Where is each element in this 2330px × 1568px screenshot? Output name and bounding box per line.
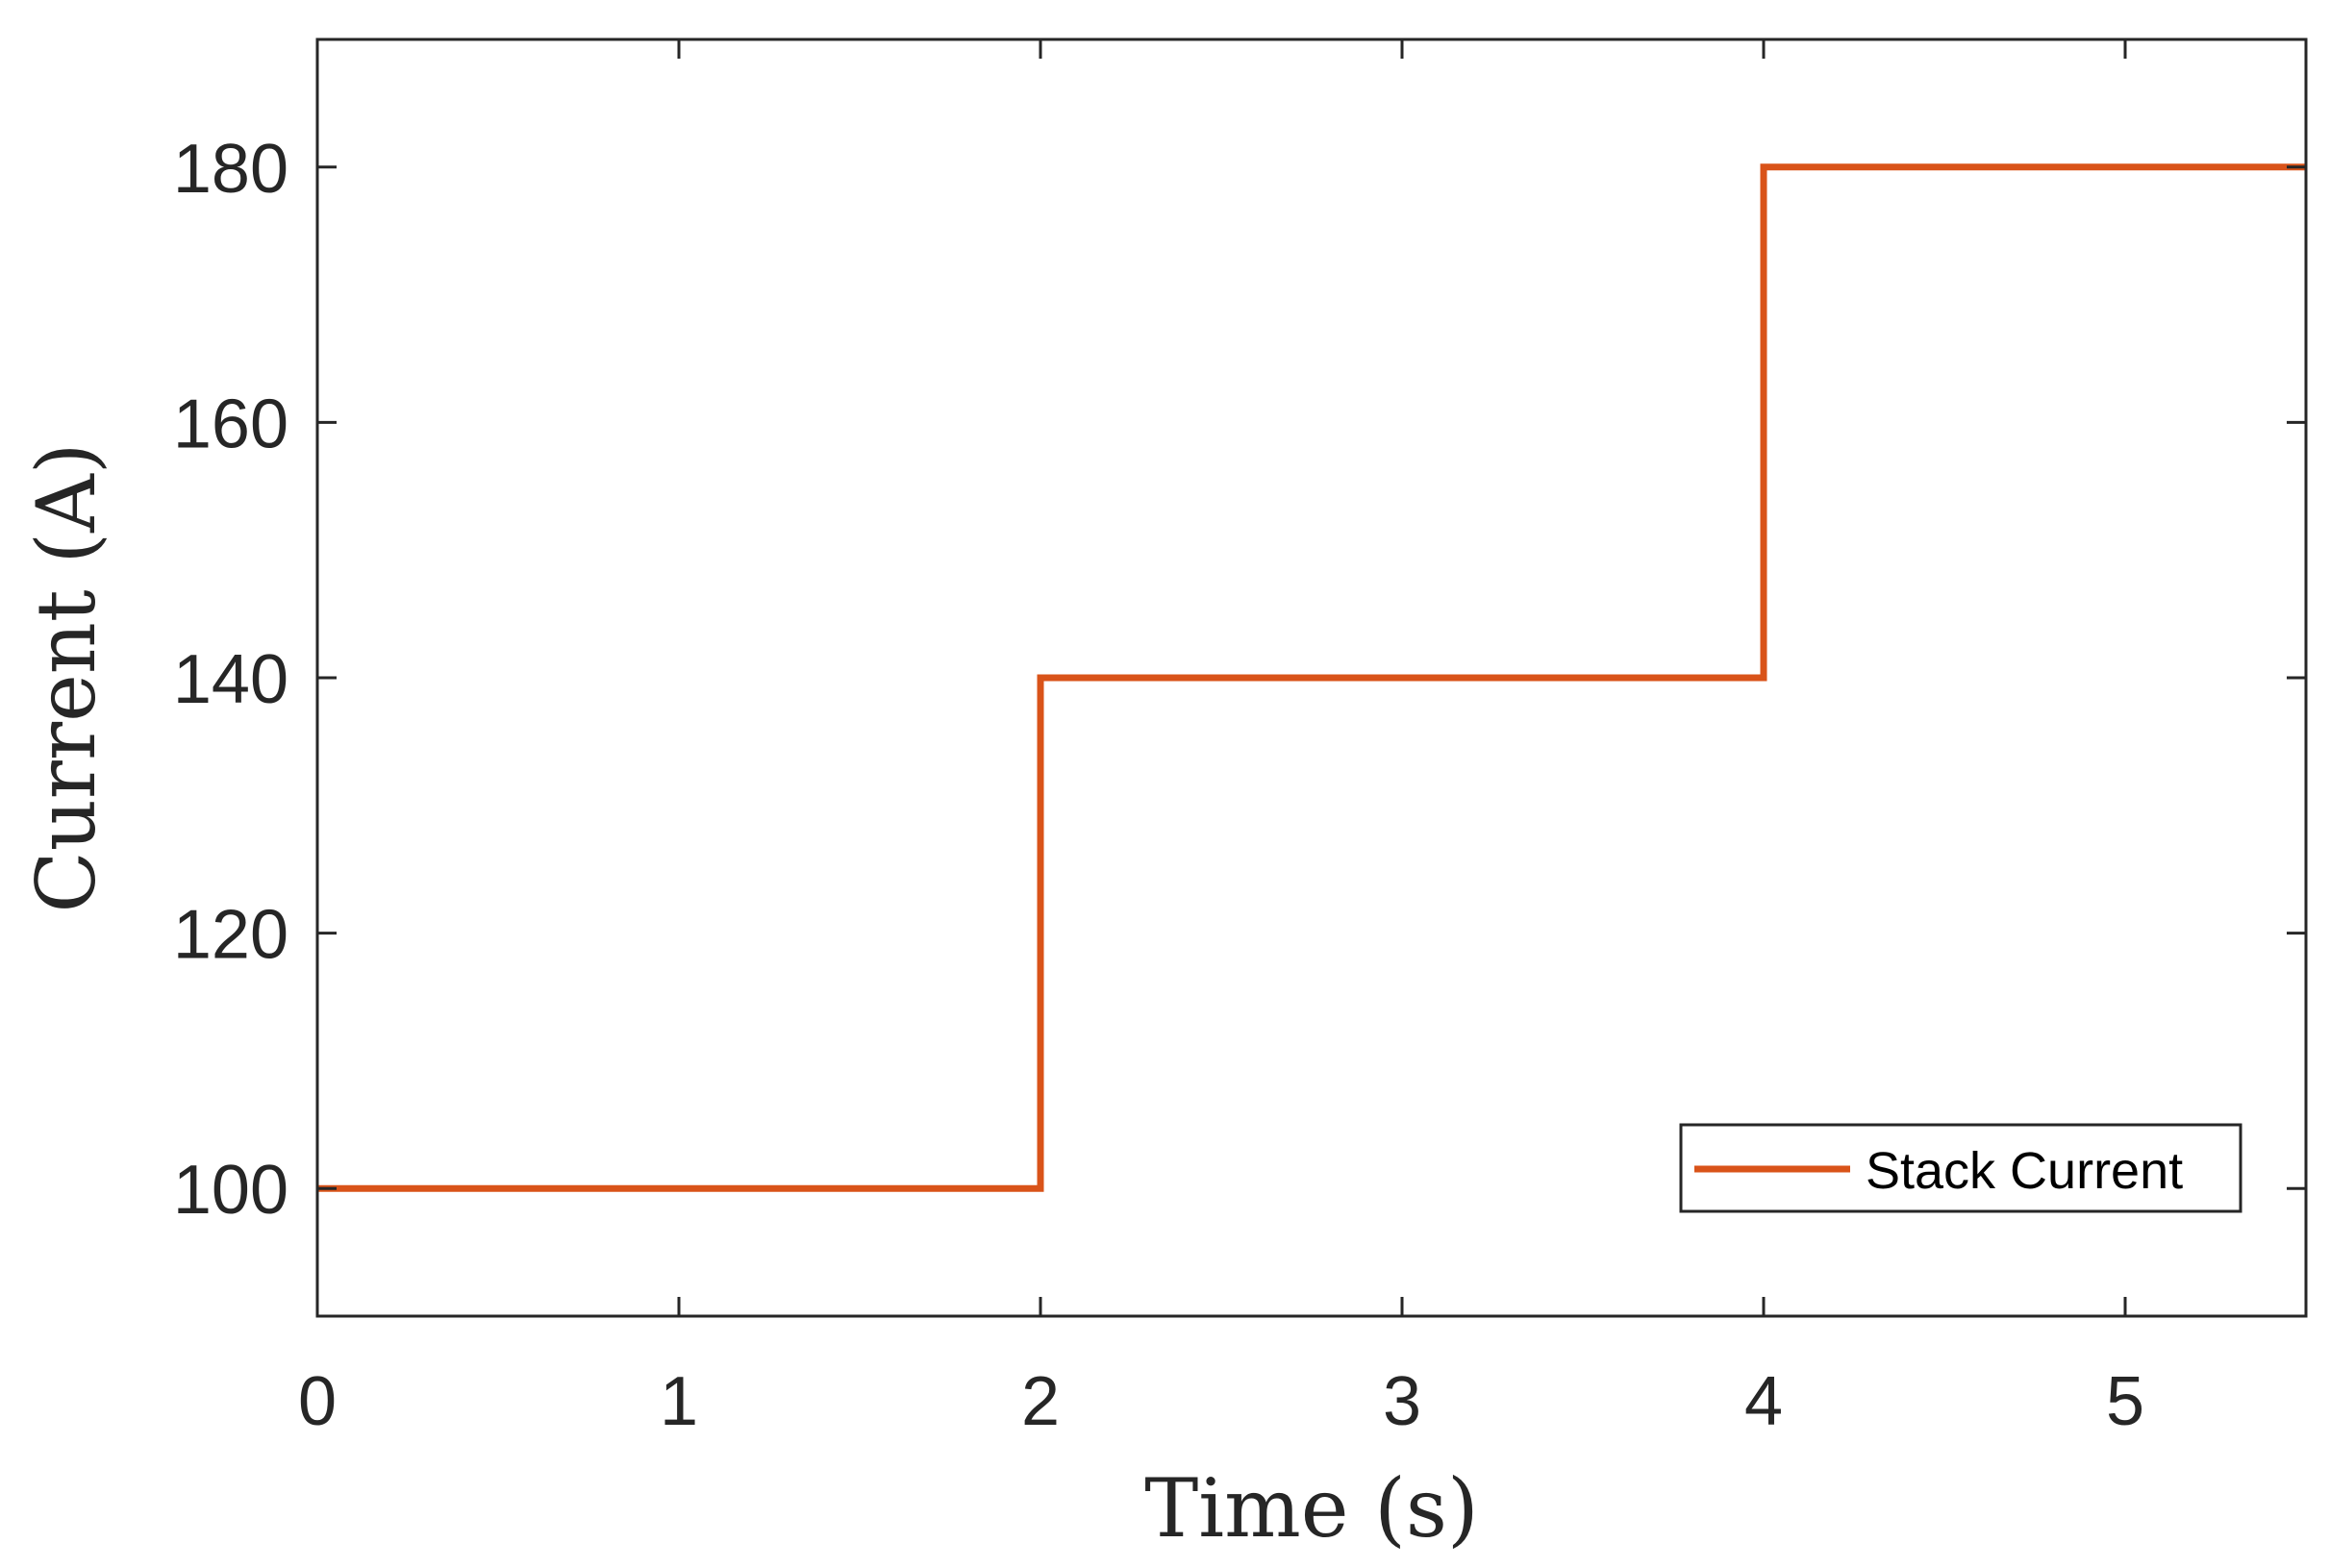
y-tick-label-120: 120 — [173, 897, 288, 974]
legend-box — [1679, 1123, 2242, 1213]
x-tick-label-5: 5 — [2106, 1363, 2144, 1440]
y-tick-label-160: 160 — [173, 386, 288, 462]
x-tick-label-0: 0 — [298, 1363, 337, 1440]
x-axis-title: Time (s) — [1144, 1461, 1479, 1556]
plot-frame — [315, 37, 2308, 1318]
legend: Stack Current — [1679, 1123, 2242, 1213]
x-tick-label-3: 3 — [1383, 1363, 1421, 1440]
y-axis-title: Current (A) — [19, 442, 113, 912]
y-tick-label-100: 100 — [173, 1152, 288, 1229]
series-line-stack-current — [317, 163, 2306, 1192]
x-tick-label-1: 1 — [660, 1363, 698, 1440]
x-tick-label-4: 4 — [1744, 1363, 1783, 1440]
x-tick-label-2: 2 — [1021, 1363, 1060, 1440]
y-tick-label-180: 180 — [173, 131, 288, 208]
x-tick-labels: 0 1 2 3 4 5 — [298, 1363, 2144, 1440]
legend-label-stack-current: Stack Current — [1866, 1142, 2183, 1200]
series-layer — [317, 163, 2306, 1192]
y-tick-labels: 100 120 140 160 180 — [173, 131, 288, 1229]
y-tick-label-140: 140 — [173, 641, 288, 718]
